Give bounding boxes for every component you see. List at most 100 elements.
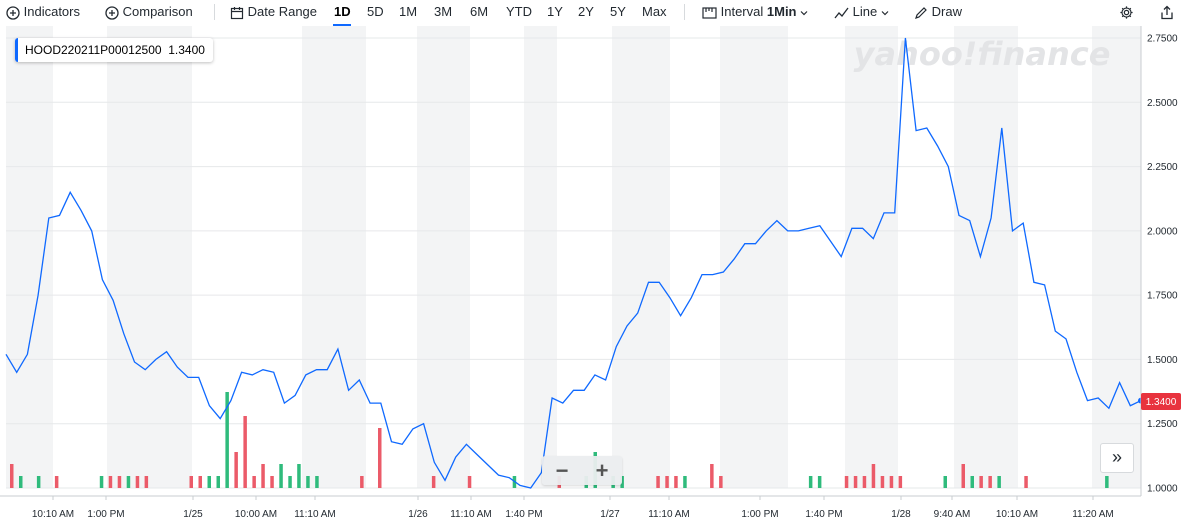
volume-bar — [19, 476, 23, 488]
draw-button[interactable]: Draw — [914, 3, 962, 21]
volume-bar — [270, 476, 274, 488]
x-tick-label: 10:00 AM — [235, 509, 277, 520]
zoom-out-button[interactable]: − — [555, 458, 569, 483]
price-tag: 1.3400 — [1141, 393, 1181, 410]
gear-icon — [1120, 6, 1133, 19]
y-tick-label: 2.5000 — [1147, 98, 1178, 109]
zoom-in-button[interactable]: + — [595, 458, 609, 483]
calendar-icon — [230, 6, 244, 19]
pencil-icon — [915, 6, 927, 19]
yahoo-finance-watermark: yahoo!finance — [854, 35, 1111, 73]
comparison-button[interactable]: Comparison — [105, 3, 193, 21]
range-1d[interactable]: 1D — [334, 4, 351, 19]
chart-type-button[interactable]: Line — [834, 3, 889, 21]
volume-bar — [279, 464, 283, 488]
volume-bar — [844, 476, 849, 488]
x-tick-label: 1:00 PM — [87, 509, 124, 520]
volume-bar — [988, 476, 992, 488]
y-tick-label: 2.7500 — [1147, 34, 1178, 45]
volume-bar — [360, 476, 364, 488]
volume-bar — [225, 392, 229, 488]
range-max[interactable]: Max — [642, 4, 667, 19]
x-tick-label: 11:10 AM — [450, 509, 492, 520]
volume-bar — [252, 476, 256, 488]
volume-bar — [853, 476, 858, 488]
volume-bar — [10, 464, 14, 488]
chevron-down-icon — [800, 10, 808, 15]
x-tick-label: 1:00 PM — [741, 509, 778, 520]
volume-bar — [674, 476, 678, 488]
x-tick-label: 9:40 AM — [934, 509, 971, 520]
volume-bar — [880, 476, 885, 488]
price-tag-value: 1.3400 — [1146, 397, 1177, 408]
draw-label: Draw — [931, 4, 962, 19]
indicators-button[interactable]: Indicators — [6, 3, 80, 21]
volume-bar — [862, 476, 867, 488]
volume-bar — [898, 476, 903, 488]
x-tick-label: 1/27 — [600, 509, 620, 520]
volume-bar — [665, 476, 669, 488]
indicators-label: Indicators — [23, 4, 80, 19]
volume-bar — [1024, 476, 1028, 488]
volume-bar — [36, 476, 41, 488]
line-chart-icon — [834, 7, 849, 18]
range-3m[interactable]: 3M — [434, 4, 453, 19]
volume-bar — [467, 476, 472, 488]
x-tick-label: 1:40 PM — [805, 509, 842, 520]
share-button[interactable] — [1160, 3, 1174, 21]
comparison-label: Comparison — [122, 4, 193, 19]
x-axis: 10:10 AM 1:00 PM 1/25 10:00 AM 11:10 AM 1/26 1… — [0, 495, 1141, 520]
range-ytd[interactable]: YTD — [506, 4, 532, 19]
series-legend[interactable]: HOOD220211P00012500 1.3400 — [15, 38, 213, 62]
volume-bar — [306, 476, 310, 488]
zoom-controls: − + — [542, 456, 622, 485]
session-band — [302, 26, 366, 488]
grid-lines — [6, 37, 1141, 489]
volume-bar — [997, 476, 1001, 488]
y-tick-label: 2.0000 — [1147, 226, 1178, 237]
volume-bar — [817, 476, 822, 488]
active-range-indicator — [333, 24, 351, 26]
volume-bar — [99, 476, 104, 488]
session-band — [720, 26, 788, 488]
volume-bar — [288, 476, 292, 488]
volume-bar — [1105, 476, 1109, 488]
toolbar-divider — [214, 4, 215, 20]
volume-bar — [216, 476, 220, 488]
y-tick-label: 1.0000 — [1147, 484, 1178, 495]
range-5y[interactable]: 5Y — [610, 4, 626, 19]
volume-bar — [234, 452, 238, 488]
volume-bar — [207, 476, 211, 488]
x-tick-label: 10:10 AM — [32, 509, 74, 520]
volume-bar — [378, 428, 382, 488]
expand-button[interactable]: » — [1100, 443, 1134, 473]
range-1y[interactable]: 1Y — [547, 4, 563, 19]
range-6m[interactable]: 6M — [470, 4, 489, 19]
chart-toolbar: Indicators Comparison Date Range 1D 5D 1… — [0, 0, 1197, 26]
ruler-icon — [702, 6, 717, 19]
volume-bar — [683, 476, 687, 488]
volume-bar — [243, 416, 247, 488]
range-2y[interactable]: 2Y — [578, 4, 594, 19]
volume-bar — [117, 476, 122, 488]
range-5d[interactable]: 5D — [367, 4, 384, 19]
plus-circle-icon — [6, 5, 20, 20]
x-tick-label: 11:20 AM — [1072, 509, 1114, 520]
volume-bar — [710, 464, 714, 488]
volume-bar — [108, 476, 113, 488]
volume-bar — [315, 476, 319, 488]
session-band — [524, 26, 557, 488]
y-tick-label: 1.5000 — [1147, 355, 1178, 366]
date-range-button[interactable]: Date Range — [230, 3, 317, 21]
price-line — [5, 37, 1142, 489]
range-1m[interactable]: 1M — [399, 4, 418, 19]
settings-button[interactable] — [1119, 3, 1134, 21]
volume-bar — [961, 464, 965, 488]
interval-label: Interval — [720, 4, 764, 19]
interval-button[interactable]: Interval 1Min — [702, 3, 808, 21]
x-tick-label: 1/25 — [183, 509, 203, 520]
legend-color-bar — [15, 38, 18, 62]
volume-bar — [620, 476, 624, 488]
volume-bar — [970, 476, 974, 488]
